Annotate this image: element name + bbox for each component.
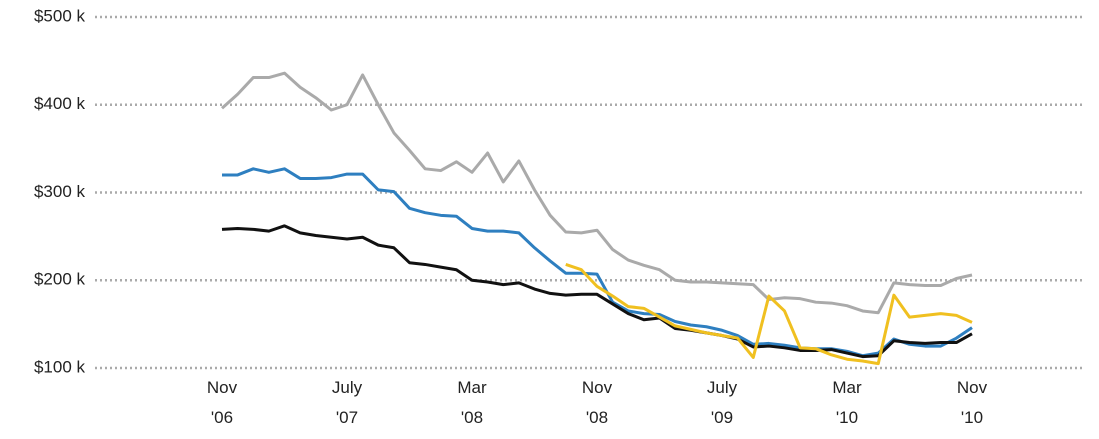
series-line xyxy=(565,263,973,366)
x-tick-label: July '07 xyxy=(331,378,363,427)
series-line xyxy=(221,224,973,359)
x-tick-label: Mar '08 xyxy=(457,378,487,427)
series-line xyxy=(220,71,973,315)
x-tick-label: Nov '06 xyxy=(206,378,238,427)
y-tick-label: $100 k xyxy=(34,357,86,376)
x-tick-label: Nov '10 xyxy=(956,378,988,427)
y-tick-label: $500 k xyxy=(34,6,86,25)
y-tick-label: $300 k xyxy=(34,182,86,201)
y-tick-label: $200 k xyxy=(34,270,86,289)
y-tick-label: $400 k xyxy=(34,94,86,113)
x-tick-label: Nov '08 xyxy=(581,378,613,427)
x-tick-label: July '09 xyxy=(706,378,738,427)
series-line xyxy=(222,167,973,358)
x-tick-label: Mar '10 xyxy=(832,378,862,427)
